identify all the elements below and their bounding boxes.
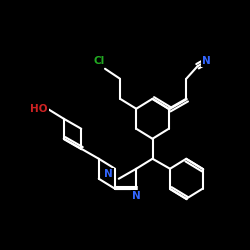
Text: HO: HO (30, 104, 48, 114)
Text: Cl: Cl (93, 56, 104, 66)
Text: N: N (104, 169, 113, 179)
Text: N: N (202, 56, 210, 66)
Text: N: N (132, 191, 140, 201)
